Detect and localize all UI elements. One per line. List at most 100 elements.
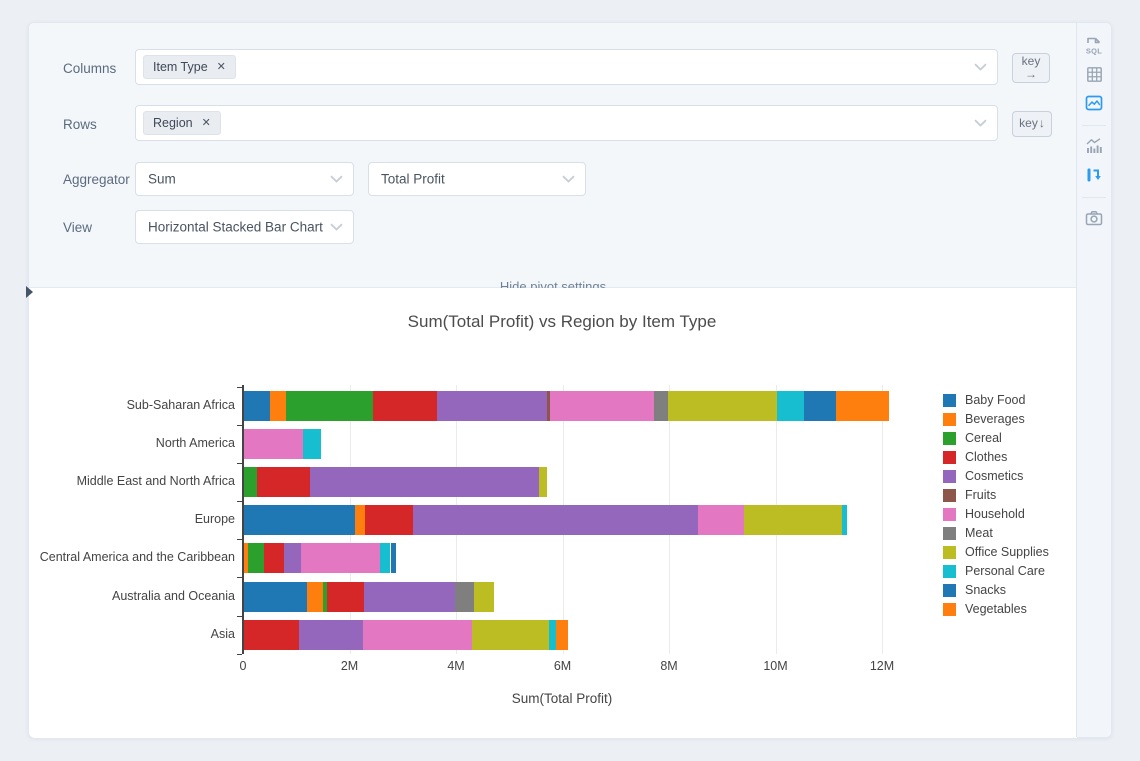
bar-segment[interactable]	[298, 619, 363, 650]
rows-multiselect[interactable]: Region ✕	[135, 105, 998, 141]
key-label: key	[1019, 116, 1038, 131]
pivot-transpose-icon[interactable]	[1081, 162, 1107, 188]
legend-item[interactable]: Meat	[943, 526, 993, 540]
bar-segment[interactable]	[667, 391, 778, 421]
rows-key-button[interactable]: key ↓	[1012, 111, 1052, 137]
legend-swatch	[943, 526, 956, 540]
collapse-panel-handle[interactable]	[26, 286, 33, 298]
bar-segment[interactable]	[243, 581, 307, 612]
bar-segment[interactable]	[243, 619, 299, 650]
legend-item[interactable]: Cereal	[943, 431, 1002, 445]
y-category-label: Asia	[210, 626, 235, 641]
bar-segment[interactable]	[803, 391, 836, 421]
bar-segment[interactable]	[243, 391, 270, 421]
legend-item[interactable]: Baby Food	[943, 393, 1025, 407]
x-tick-label: 8M	[660, 659, 678, 673]
sql-editor-icon[interactable]: SQL	[1081, 32, 1107, 58]
legend-label: Fruits	[965, 488, 997, 502]
bar-segment[interactable]	[327, 581, 365, 612]
legend-label: Personal Care	[965, 564, 1045, 578]
legend-label: Snacks	[965, 583, 1006, 597]
legend-item[interactable]: Personal Care	[943, 564, 1045, 578]
aggregator-label: Aggregator	[63, 172, 130, 187]
bar-segment[interactable]	[549, 391, 654, 421]
bar-segment[interactable]	[835, 391, 889, 421]
zero-axis-line	[242, 385, 244, 654]
y-category-label: Europe	[194, 512, 235, 527]
bar-segment[interactable]	[698, 505, 744, 536]
aggregator-select[interactable]: Sum	[135, 162, 354, 196]
bar-segment[interactable]	[437, 391, 547, 421]
rows-tag-region[interactable]: Region ✕	[143, 111, 221, 135]
legend-label: Office Supplies	[965, 545, 1049, 559]
bar-segment[interactable]	[285, 391, 374, 421]
bar-segment[interactable]	[474, 581, 495, 612]
legend-swatch	[943, 564, 956, 578]
legend-swatch	[943, 469, 956, 483]
columns-label: Columns	[63, 61, 117, 76]
y-category-label: Sub-Saharan Africa	[126, 398, 235, 412]
bar-segment[interactable]	[364, 581, 455, 612]
bar-segment[interactable]	[310, 467, 540, 498]
bar-segment[interactable]	[365, 505, 414, 536]
pivot-settings-panel: Columns Item Type ✕ key → Rows Region ✕	[29, 23, 1077, 294]
remove-tag-icon[interactable]: ✕	[216, 60, 226, 73]
bar-segment[interactable]	[373, 391, 438, 421]
legend-item[interactable]: Household	[943, 507, 1025, 521]
arrow-right-icon: →	[1025, 67, 1037, 81]
legend-item[interactable]: Vegetables	[943, 602, 1027, 616]
bar-segment[interactable]	[322, 581, 328, 612]
bar-segment[interactable]	[842, 505, 848, 536]
bar-segment[interactable]	[380, 543, 391, 574]
aggregator-field-select[interactable]: Total Profit	[368, 162, 586, 196]
columns-tag-item-type[interactable]: Item Type ✕	[143, 55, 236, 79]
legend-label: Beverages	[965, 412, 1025, 426]
bar-segment[interactable]	[263, 543, 284, 574]
camera-export-icon[interactable]	[1081, 205, 1107, 231]
legend-item[interactable]: Clothes	[943, 450, 1007, 464]
bar-segment[interactable]	[549, 619, 557, 650]
bar-segment[interactable]	[243, 429, 303, 460]
bar-segment[interactable]	[362, 619, 472, 650]
bar-segment[interactable]	[243, 543, 248, 574]
legend-item[interactable]: Beverages	[943, 412, 1025, 426]
x-tick-label: 12M	[869, 659, 895, 673]
bar-segment[interactable]	[413, 505, 699, 536]
legend-item[interactable]: Office Supplies	[943, 545, 1049, 559]
chart-type-icon[interactable]	[1081, 133, 1107, 159]
bar-segment[interactable]	[354, 505, 366, 536]
legend-item[interactable]: Cosmetics	[943, 469, 1023, 483]
bar-segment[interactable]	[300, 543, 381, 574]
bar-segment[interactable]	[243, 467, 257, 498]
bar-segment[interactable]	[269, 391, 286, 421]
bar-segment[interactable]	[556, 619, 568, 650]
bar-segment[interactable]	[284, 543, 301, 574]
y-category-label: Australia and Oceania	[112, 588, 235, 603]
chart-area: Sum(Total Profit) vs Region by Item Type…	[29, 288, 1077, 738]
bar-segment[interactable]	[247, 543, 264, 574]
table-view-icon[interactable]	[1081, 61, 1107, 87]
bar-segment[interactable]	[777, 391, 804, 421]
bar-segment[interactable]	[390, 543, 396, 574]
bar-segment[interactable]	[539, 467, 548, 498]
legend-item[interactable]: Snacks	[943, 583, 1006, 597]
bar-segment[interactable]	[302, 429, 321, 460]
y-axis-tick	[237, 653, 242, 655]
bar-segment[interactable]	[743, 505, 843, 536]
chevron-down-icon	[974, 114, 987, 132]
view-select[interactable]: Horizontal Stacked Bar Chart	[135, 210, 354, 244]
columns-multiselect[interactable]: Item Type ✕	[135, 49, 998, 85]
bar-segment[interactable]	[653, 391, 668, 421]
columns-key-button[interactable]: key →	[1012, 53, 1050, 83]
bar-segment[interactable]	[243, 505, 355, 536]
y-axis-tick	[237, 577, 242, 579]
remove-tag-icon[interactable]: ✕	[201, 116, 211, 129]
bar-segment[interactable]	[546, 391, 550, 421]
bar-segment[interactable]	[306, 581, 323, 612]
legend-item[interactable]: Fruits	[943, 488, 996, 502]
bar-segment[interactable]	[454, 581, 475, 612]
rows-label: Rows	[63, 117, 97, 132]
bar-segment[interactable]	[256, 467, 311, 498]
bar-segment[interactable]	[471, 619, 550, 650]
chart-view-icon[interactable]	[1081, 90, 1107, 116]
